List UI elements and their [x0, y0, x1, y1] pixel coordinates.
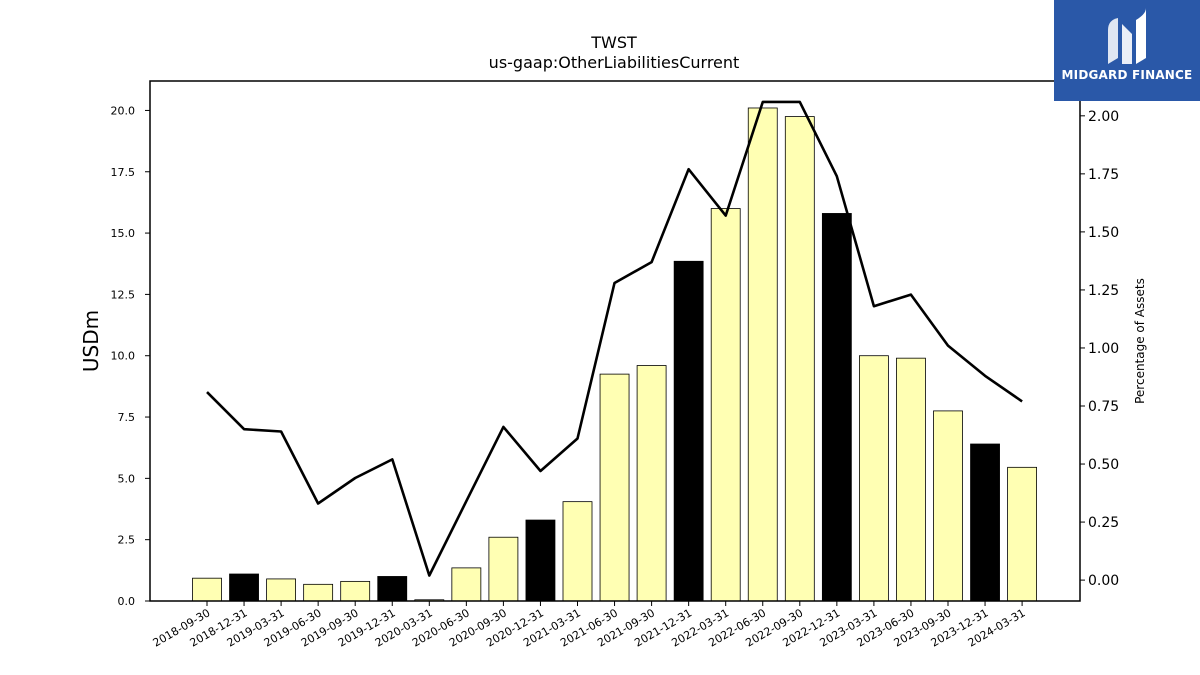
chart-subtitle: us-gaap:OtherLiabilitiesCurrent: [489, 53, 740, 72]
bar-2022-06-30: [747, 107, 778, 602]
bars-layer: [192, 107, 1037, 602]
bar-2019-06-30: [303, 583, 334, 602]
bar-2022-03-31: [710, 208, 741, 602]
y2-tick-label: 0.00: [1088, 573, 1119, 589]
bar-2018-09-30: [192, 577, 222, 602]
bar-2020-09-30: [488, 536, 519, 602]
bar-2024-03-31: [1007, 466, 1037, 602]
bar-2023-09-30: [933, 410, 963, 602]
y-tick-label: 5.0: [118, 472, 136, 485]
y-tick-label: 7.5: [118, 411, 136, 424]
bar-2020-06-30: [451, 567, 482, 602]
bar-2019-03-31: [266, 578, 297, 602]
y-axis-right: 0.00 0.25 0.50 0.75 1.00 1.25 1.50 1.75 2.00: [1080, 109, 1119, 589]
y2-tick-label: 1.50: [1088, 225, 1119, 241]
bar-2022-12-31: [821, 213, 852, 602]
y-tick-label: 20.0: [111, 104, 136, 117]
y-tick-label: 17.5: [111, 166, 136, 179]
chart-title: TWST: [590, 33, 637, 52]
brand-logo-text: MIDGARD FINANCE: [1061, 68, 1193, 82]
y2-tick-label: 0.50: [1088, 457, 1119, 473]
x-axis: 2018-09-302018-12-312019-03-312019-06-30…: [151, 601, 1028, 650]
y2-tick-label: 1.00: [1088, 341, 1119, 357]
bar-2020-12-31: [525, 519, 556, 602]
y-tick-label: 12.5: [111, 288, 136, 301]
y-tick-label: 0.0: [118, 595, 136, 608]
midgard-logo-icon: [1108, 8, 1146, 64]
bar-2023-03-31: [859, 355, 889, 602]
y-tick-label: 15.0: [111, 227, 136, 240]
y-axis-left: 0.0 2.5 5.0 7.5 10.0 12.5 15.0 17.5 20.0: [111, 104, 150, 608]
line-layer: [206, 100, 1023, 577]
bar-2019-09-30: [340, 580, 371, 602]
y-tick-label: 2.5: [118, 534, 136, 547]
bar-2021-03-31: [562, 501, 593, 602]
bar-2019-12-31: [377, 576, 408, 602]
brand-logo: MIDGARD FINANCE: [1054, 0, 1200, 101]
y2-tick-label: 1.25: [1088, 283, 1119, 299]
bar-2022-09-30: [784, 116, 815, 602]
y2-tick-label: 2.00: [1088, 109, 1119, 125]
bar-2023-06-30: [896, 357, 926, 602]
y-tick-label: 10.0: [111, 350, 136, 363]
bar-2021-12-31: [673, 260, 704, 602]
bar-2018-12-31: [229, 573, 259, 602]
bar-2021-09-30: [636, 365, 667, 602]
y2-tick-label: 0.75: [1088, 399, 1119, 415]
bar-2021-06-30: [599, 373, 630, 602]
bar-2023-12-31: [970, 443, 1000, 602]
y2-tick-label: 0.25: [1088, 515, 1119, 531]
y2-tick-label: 1.75: [1088, 167, 1119, 183]
y-axis-label: USDm: [79, 310, 103, 372]
y2-axis-label: Percentage of Assets: [1133, 278, 1147, 404]
percentage-of-assets-line: [206, 100, 1023, 577]
